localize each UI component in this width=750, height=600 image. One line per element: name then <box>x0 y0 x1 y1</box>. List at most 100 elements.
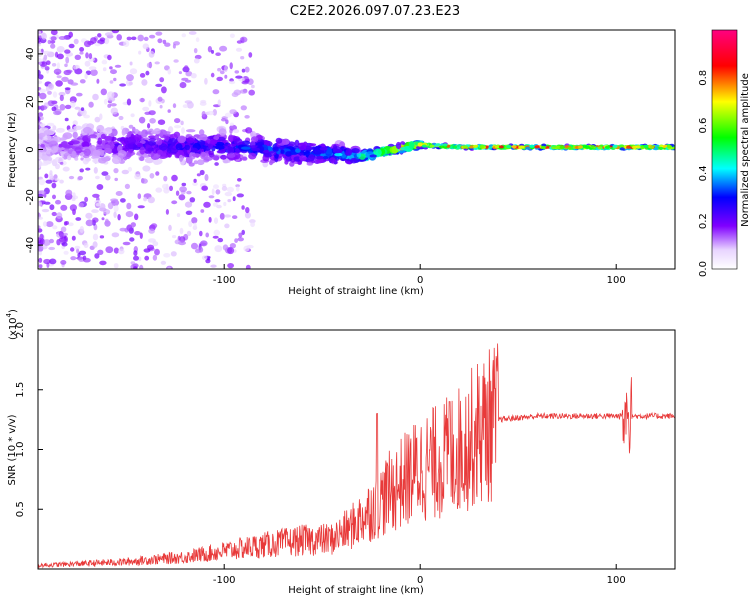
spectrogram-noise-cell <box>39 92 47 100</box>
snr-scale-base: (x104) <box>5 309 19 340</box>
spectrogram-noise-cell <box>63 250 69 255</box>
spectrogram-ridge-cell <box>148 137 157 142</box>
spectrogram-ridge-cell <box>218 128 227 136</box>
spectrogram-ridge-cell <box>164 135 170 142</box>
spectrogram-noise-cell <box>186 230 192 237</box>
spectrogram-ridge-cell <box>280 149 285 154</box>
spectrogram-noise-cell <box>226 186 234 193</box>
spectrogram-ridge-cell <box>97 137 103 145</box>
spectrogram-noise-cell <box>62 232 68 236</box>
spectrogram-ridge-cell <box>153 128 161 135</box>
spectrogram-ridge-cell <box>285 151 292 157</box>
spectrogram-noise-cell <box>219 212 225 220</box>
spectrogram-noise-cell <box>205 232 209 238</box>
spectrogram-noise-cell <box>99 260 107 266</box>
spectrogram-noise-cell <box>134 231 141 236</box>
spectrogram-noise-cell <box>61 242 68 247</box>
spectrogram-noise-cell <box>96 78 100 84</box>
spectrogram-noise-cell <box>66 69 73 74</box>
spectrogram-ridge-cell <box>67 155 72 161</box>
spectrogram-noise-cell <box>44 173 49 179</box>
spectrogram-ridge-cell <box>102 128 113 135</box>
spectrogram-noise-cell <box>241 229 245 235</box>
spectrogram-noise-cell <box>142 106 150 112</box>
spectrogram-noise-cell <box>163 175 168 182</box>
spectrogram-noise-cell <box>72 120 78 126</box>
spectrogram-xlabel: Height of straight line (km) <box>288 286 424 297</box>
spectrogram-noise-cell <box>73 38 79 45</box>
spectrogram-noise-cell <box>174 239 181 245</box>
spectrogram-noise-cell <box>155 31 163 36</box>
spectrogram-ridge-cell <box>295 148 301 153</box>
spectrogram-ridge-cell <box>69 140 80 145</box>
spectrogram-ridge-cell <box>56 127 65 133</box>
spectrogram-ridge-cell <box>309 143 317 147</box>
spectrogram-noise-cell <box>58 36 67 40</box>
spectrogram-noise-cell <box>52 91 58 98</box>
spectrogram-noise-cell <box>56 212 63 220</box>
spectrogram-noise-cell <box>58 91 66 97</box>
spectrogram-noise-cell <box>126 36 132 41</box>
spectrogram-noise-cell <box>159 104 163 109</box>
spectrogram-noise-cell <box>221 186 228 191</box>
spectrogram-noise-cell <box>244 66 250 73</box>
spectrogram-noise-cell <box>229 33 235 39</box>
spectrogram-noise-cell <box>157 96 163 102</box>
spectrogram-noise-cell <box>38 244 44 252</box>
spectrogram-noise-cell <box>88 66 97 71</box>
colorbar-tick-label: 0.4 <box>698 165 709 181</box>
spectrogram-marks <box>38 30 675 269</box>
spectrogram-noise-cell <box>250 221 256 228</box>
spectrogram-noise-cell <box>68 222 74 227</box>
spectrogram-noise-cell <box>38 106 42 110</box>
spectrogram-noise-cell <box>186 190 192 195</box>
spectrogram-noise-cell <box>95 175 100 180</box>
spectrogram-noise-cell <box>68 31 73 38</box>
spectrogram-noise-cell <box>190 73 197 79</box>
spectrogram-ridge-cell <box>38 160 43 165</box>
spectrogram-noise-cell <box>44 66 50 71</box>
spectrogram-ridge-cell <box>227 143 237 147</box>
spectrogram-noise-cell <box>240 56 245 60</box>
spectrogram-noise-cell <box>53 68 62 75</box>
spectrogram-noise-cell <box>79 168 84 173</box>
spectrogram-noise-cell <box>181 127 185 134</box>
spectrogram-noise-cell <box>126 74 134 82</box>
spectrogram-noise-cell <box>47 90 52 95</box>
spectrogram-noise-cell <box>208 216 212 223</box>
spectrogram-noise-cell <box>172 103 177 109</box>
spectrogram-ridge-cell <box>529 144 535 148</box>
spectrogram-ridge-cell <box>416 145 424 150</box>
spectrogram-ridge-cell <box>40 144 45 148</box>
spectrogram-noise-cell <box>171 200 178 205</box>
spectrogram-noise-cell <box>78 250 87 256</box>
spectrogram-ridge-cell <box>177 135 187 144</box>
spectrogram-noise-cell <box>142 43 149 50</box>
spectrogram-ridge-cell <box>306 162 314 166</box>
spectrogram-y-tick-label: 0 <box>25 146 36 152</box>
spectrogram-noise-cell <box>102 67 107 72</box>
spectrogram-noise-cell <box>38 69 41 76</box>
spectrogram-noise-cell <box>211 49 214 54</box>
spectrogram-noise-cell <box>113 205 119 212</box>
spectrogram-noise-cell <box>48 246 56 251</box>
spectrogram-noise-cell <box>118 115 124 121</box>
spectrogram-noise-cell <box>248 89 255 96</box>
spectrogram-noise-cell <box>38 216 44 220</box>
spectrogram-noise-cell <box>238 232 243 238</box>
spectrogram-noise-cell <box>38 250 42 256</box>
spectrogram-noise-cell <box>145 70 150 76</box>
spectrogram-noise-cell <box>163 253 171 258</box>
spectrogram-noise-cell <box>167 266 171 269</box>
spectrogram-ridge-cell <box>185 138 190 142</box>
colorbar-ticks: 0.0 0.2 0.4 0.6 0.8 <box>698 70 709 277</box>
spectrogram-noise-cell <box>133 250 138 256</box>
spectrogram-noise-cell <box>149 118 156 124</box>
spectrogram-ridge-cell <box>605 145 610 149</box>
spectrogram-ridge-cell <box>220 154 227 160</box>
spectrogram-y-ticks: -40 -20 0 20 40 <box>25 48 43 253</box>
spectrogram-ridge-cell <box>52 125 57 131</box>
spectrogram-noise-cell <box>68 43 75 49</box>
spectrogram-noise-cell <box>80 107 85 111</box>
spectrogram-ridge-cell <box>59 137 67 141</box>
